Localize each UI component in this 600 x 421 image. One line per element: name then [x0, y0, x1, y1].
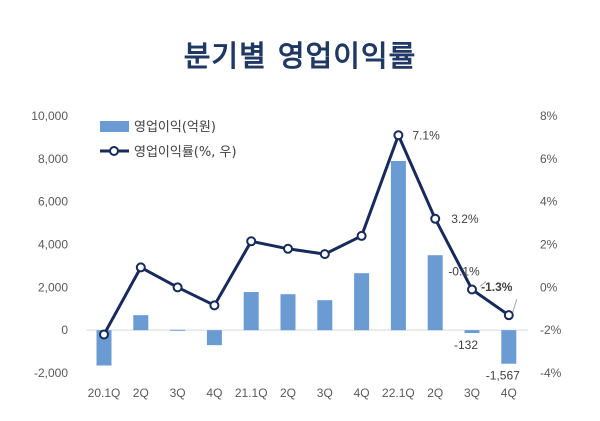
right-axis-tick: 2%: [540, 238, 558, 252]
x-axis-tick: 22.1Q: [382, 386, 415, 400]
line-point: [467, 284, 477, 295]
x-axis-tick: 3Q: [317, 386, 333, 400]
line-point: [172, 282, 183, 293]
label-leader-line: [479, 281, 487, 287]
bar-3Q: [317, 300, 333, 331]
chart-title: 분기별 영업이익률: [183, 39, 417, 73]
bar-2Q: [427, 255, 443, 331]
bar-20.1Q: [96, 330, 112, 366]
x-axis-tick: 3Q: [170, 386, 186, 400]
bar-21.1Q: [243, 292, 259, 331]
x-axis-tick: 2Q: [133, 386, 149, 400]
line-point: [356, 230, 367, 241]
legend-label-margin: 영업이익률(%, 우): [134, 145, 237, 160]
bar-4Q: [354, 273, 370, 331]
x-axis-tick: 3Q: [464, 386, 480, 400]
line-point: [283, 243, 293, 254]
line-point: [99, 329, 109, 340]
left-axis-tick: 2,000: [38, 280, 68, 294]
bar-2Q: [280, 294, 296, 331]
bar-3Q: [464, 330, 480, 333]
x-axis-tick: 2Q: [280, 386, 296, 400]
line-point: [209, 300, 220, 311]
line-data-label: -1.3%: [481, 280, 513, 294]
left-axis-tick: 4,000: [38, 238, 68, 252]
x-axis-tick: 20.1Q: [88, 386, 121, 400]
line-point: [393, 130, 404, 141]
bar-data-label: -1,567: [486, 369, 520, 383]
x-axis-tick: 2Q: [427, 386, 443, 400]
right-axis-tick: 8%: [540, 109, 558, 123]
bar-4Q: [501, 330, 517, 364]
line-data-label: -0.1%: [448, 264, 480, 278]
bar-3Q: [170, 329, 186, 331]
right-axis-tick: -4%: [540, 366, 562, 380]
line-data-label: 3.2%: [451, 212, 479, 226]
right-axis-tick: 0%: [540, 280, 558, 294]
right-axis-tick: -2%: [540, 323, 562, 337]
right-axis-tick: 4%: [540, 195, 558, 209]
line-point: [503, 310, 514, 321]
bar-data-label: -132: [454, 338, 478, 352]
left-axis-tick: 0: [61, 323, 68, 337]
bar-22.1Q: [390, 160, 406, 331]
x-axis-tick: 4Q: [354, 386, 370, 400]
left-axis-tick: -2,000: [34, 366, 68, 380]
left-axis-tick: 8,000: [38, 152, 68, 166]
legend-label-operating-profit: 영업이익(억원): [134, 120, 216, 135]
left-axis-tick: 6,000: [38, 195, 68, 209]
legend-line-marker: [109, 146, 119, 156]
bar-4Q: [206, 330, 222, 346]
line-point: [135, 262, 146, 273]
x-axis-tick: 4Q: [206, 386, 222, 400]
x-axis-tick: 4Q: [501, 386, 517, 400]
left-axis-tick: 10,000: [31, 109, 68, 123]
right-axis-tick: 6%: [540, 152, 558, 166]
margin-line: [102, 133, 510, 336]
line-data-label: 7.1%: [412, 128, 440, 142]
x-axis-tick: 21.1Q: [235, 386, 268, 400]
legend-bar-swatch: [100, 121, 129, 132]
bar-2Q: [133, 315, 149, 331]
line-point: [246, 236, 257, 247]
line-point: [430, 213, 441, 224]
label-leader-line: [512, 299, 518, 313]
line-point: [319, 249, 330, 260]
